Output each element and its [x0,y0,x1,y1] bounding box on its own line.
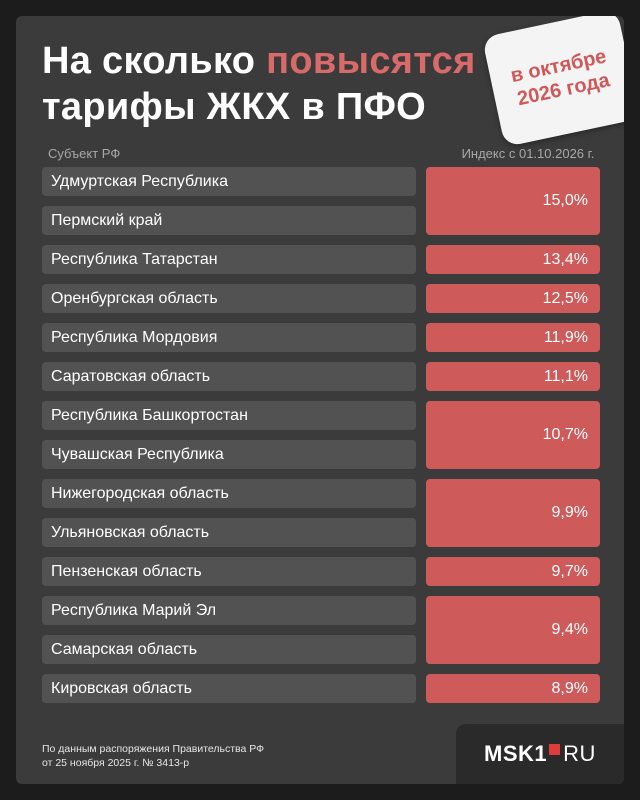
infographic-card: На сколько повысятся тарифы ЖКХ в ПФО в о… [16,16,624,784]
date-badge: в октябре 2026 года [481,16,624,148]
msk1-logo: MSK1 RU [456,724,624,784]
index-cell: 9,4% [426,596,600,664]
logo-text-right: RU [563,741,596,766]
region-cell: Республика Мордовия [42,323,416,352]
index-cell: 8,9% [426,674,600,703]
index-cell: 15,0% [426,167,600,235]
title-line1-start: На сколько [42,40,267,82]
region-cell: Ульяновская область [42,518,416,547]
source-note: По данным распоряжения Правительства РФ … [42,742,264,770]
region-cell: Республика Татарстан [42,245,416,274]
index-cell: 10,7% [426,401,600,469]
index-cell: 11,1% [426,362,600,391]
title-accent: повысятся [266,40,476,82]
title-line2: тарифы ЖКХ в ПФО [42,86,427,128]
source-note-line2: от 25 ноября 2025 г. № 3413-р [42,757,190,769]
index-cell: 9,9% [426,479,600,547]
page-title: На сколько повысятся тарифы ЖКХ в ПФО [42,38,482,130]
region-cell: Нижегородская область [42,479,416,508]
region-cell: Республика Марий Эл [42,596,416,625]
index-cell: 12,5% [426,284,600,313]
logo-text-left: MSK1 [484,741,548,766]
column-header-index: Индекс с 01.10.2026 г. [461,146,595,161]
region-cell: Республика Башкортостан [42,401,416,430]
date-badge-text: в октябре 2026 года [508,45,612,111]
region-cell: Кировская область [42,674,416,703]
region-cell: Удмуртская Республика [42,167,416,196]
logo-square-icon [549,743,561,755]
index-cell: 11,9% [426,323,600,352]
region-cell: Саратовская область [42,362,416,391]
source-note-line1: По данным распоряжения Правительства РФ [42,743,265,755]
region-cell: Оренбургская область [42,284,416,313]
region-cell: Пермский край [42,206,416,235]
region-cell: Чувашская Республика [42,440,416,469]
index-cell: 13,4% [426,245,600,274]
region-cell: Пензенская область [42,557,416,586]
region-cell: Самарская область [42,635,416,664]
column-header-subject: Субъект РФ [48,146,121,161]
index-cell: 9,7% [426,557,600,586]
